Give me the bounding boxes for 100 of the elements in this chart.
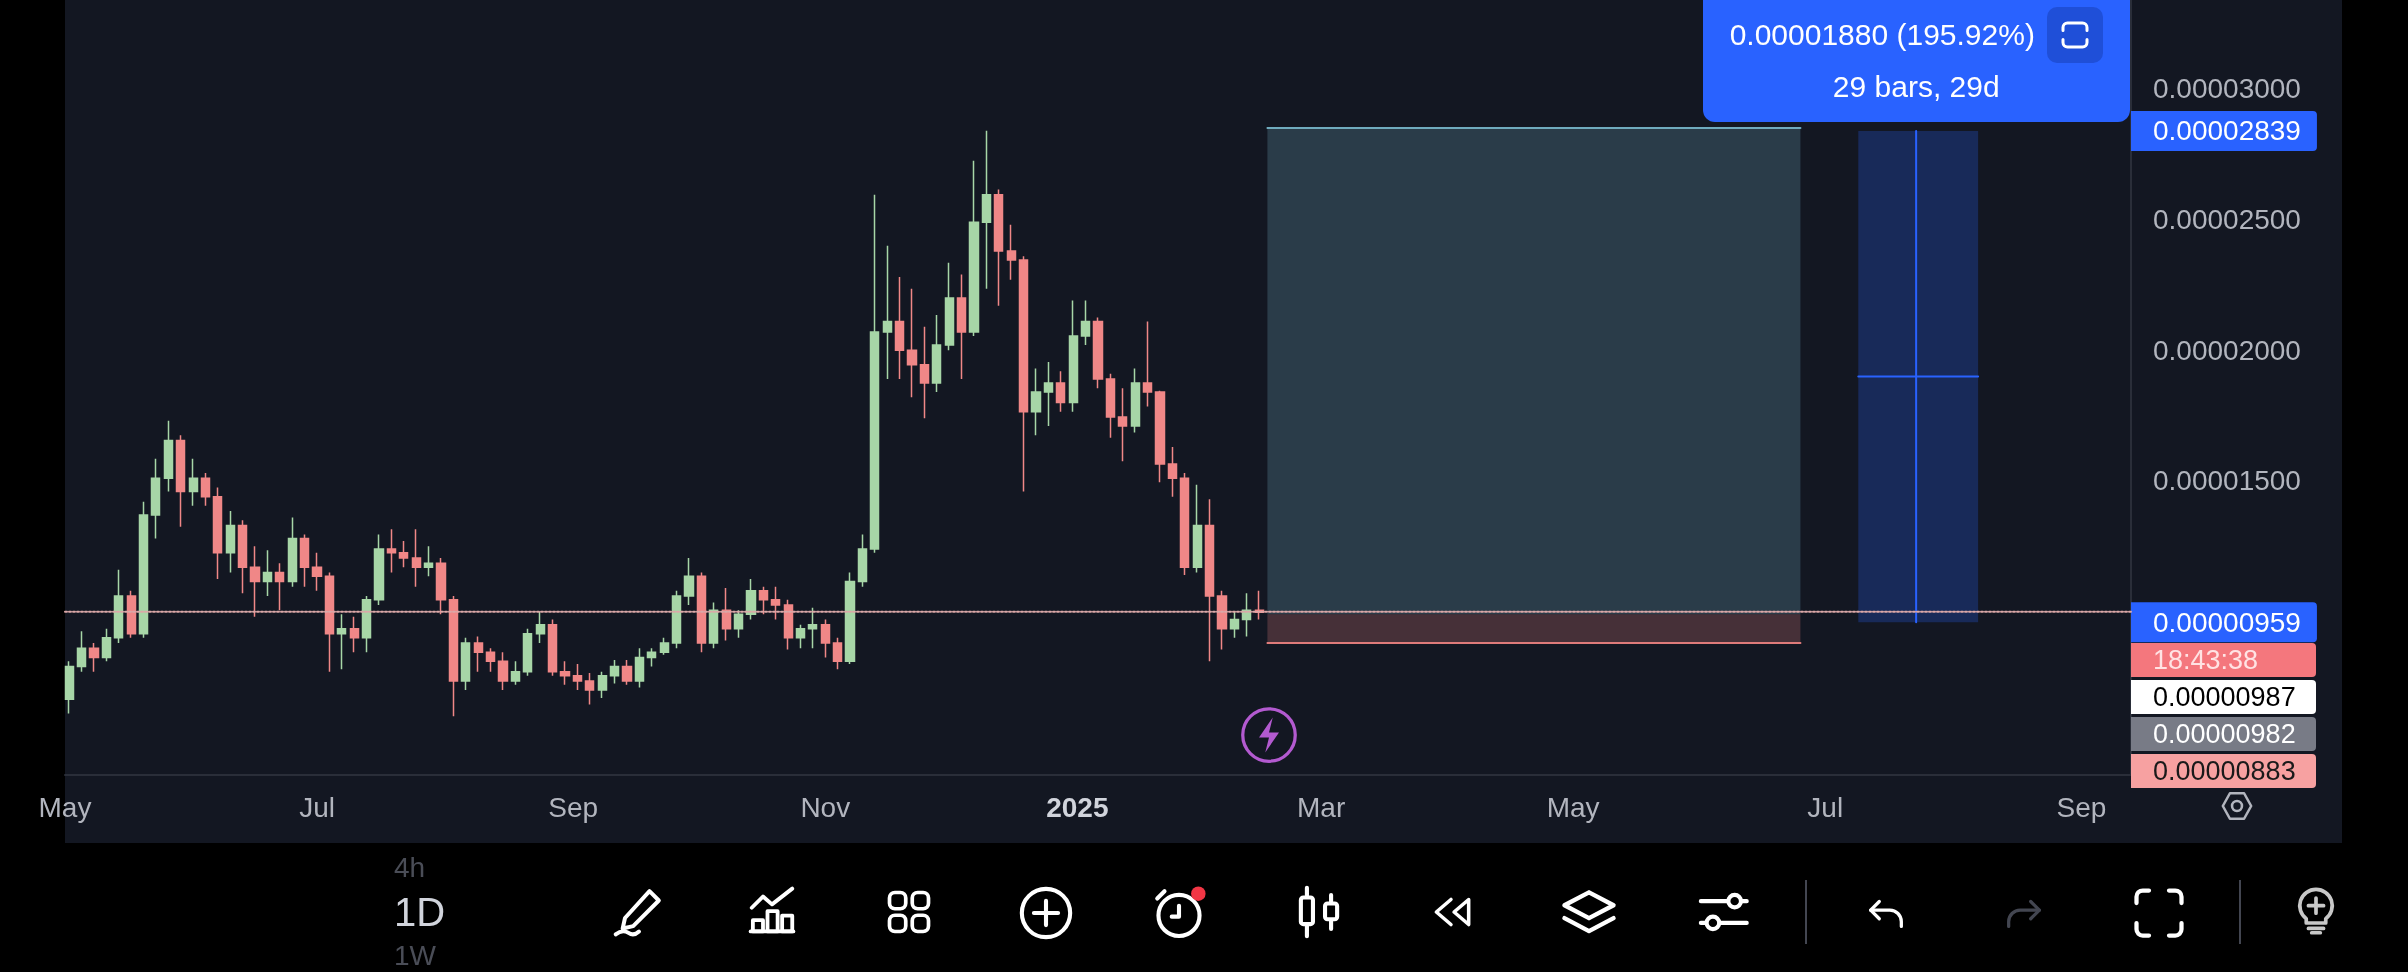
text: 1W: [394, 940, 436, 971]
candlestick: [597, 671, 608, 699]
candlestick: [299, 533, 310, 588]
text: 4h: [394, 852, 426, 883]
candlestick: [547, 618, 558, 677]
candlestick: [572, 663, 583, 691]
candlestick: [931, 314, 942, 393]
candlestick: [1092, 316, 1104, 389]
candlestick: [634, 647, 645, 689]
candlestick: [783, 599, 794, 651]
candlestick: [163, 420, 174, 493]
candlestick: [1229, 610, 1240, 639]
candlestick: [1006, 224, 1017, 281]
candlestick: [287, 516, 298, 588]
x-tick-label: Mar: [1297, 791, 1346, 823]
candlestick: [1142, 320, 1153, 408]
candlestick: [64, 660, 75, 715]
candlestick: [683, 557, 695, 606]
candlestick: [671, 589, 682, 649]
candlestick: [535, 610, 546, 644]
candlestick: [993, 188, 1004, 307]
text: 18:43:38: [2131, 643, 2316, 678]
y-tick-label: 0.00003000: [2153, 73, 2301, 105]
candlestick: [857, 533, 868, 588]
candlestick: [621, 659, 633, 686]
candlestick: [832, 637, 843, 670]
candlestick: [1179, 472, 1190, 576]
candlestick: [559, 660, 571, 686]
y-tick-label: 0.00002000: [2153, 334, 2301, 366]
candlestick: [708, 601, 719, 649]
candlestick: [311, 552, 323, 592]
candlestick: [497, 651, 509, 691]
x-tick-label: 2025: [1046, 791, 1109, 823]
candlestick: [869, 193, 880, 554]
candlestick: [386, 528, 397, 574]
candlestick: [894, 276, 905, 380]
text: 0.00000883: [2131, 754, 2316, 789]
candlestick: [944, 261, 955, 351]
candlestick: [1130, 367, 1141, 434]
candlestick: [721, 587, 732, 642]
candlestick: [88, 642, 100, 673]
candlestick: [336, 613, 347, 670]
y-tick-label: 0.00002500: [2153, 204, 2301, 236]
candlestick: [212, 486, 223, 580]
candlestick: [373, 533, 385, 606]
candlestick: [361, 595, 372, 653]
candlestick: [1154, 390, 1166, 483]
candlestick: [919, 325, 930, 419]
text: 0.00000987: [2131, 680, 2316, 715]
candlestick: [1204, 498, 1215, 663]
candlestick: [795, 623, 806, 649]
candlestick: [225, 510, 236, 574]
candlestick: [460, 637, 471, 691]
candlestick: [448, 595, 459, 717]
candlestick: [906, 288, 918, 399]
candlestick: [758, 586, 769, 615]
x-tick-label: May: [38, 791, 92, 823]
candlestick: [435, 557, 447, 615]
candlestick: [398, 540, 409, 568]
candlestick: [1068, 299, 1079, 413]
candlestick: [981, 129, 992, 290]
candlestick: [1117, 387, 1128, 463]
candlestick: [1105, 373, 1116, 439]
candlestick: [262, 549, 273, 597]
candlestick: [200, 472, 211, 507]
candlestick: [956, 273, 967, 380]
candlestick: [411, 528, 422, 588]
candlestick: [237, 519, 248, 595]
candlestick: [820, 618, 831, 659]
candlestick: [101, 627, 112, 663]
candlestick: [175, 434, 186, 528]
candlestick: [733, 609, 744, 639]
candlestick: [882, 244, 893, 380]
candlestick: [1167, 446, 1178, 498]
candlestick: [249, 545, 261, 618]
candlestick: [696, 571, 707, 653]
x-tick-label: Jul: [1807, 791, 1844, 823]
candlestick: [1030, 367, 1042, 436]
candlestick: [113, 569, 124, 644]
candlestick: [1043, 361, 1054, 427]
y-tick-label: 0.00001500: [2153, 465, 2301, 497]
candlestick: [1216, 589, 1228, 651]
candlestick: [844, 571, 856, 665]
candlestick: [522, 627, 533, 677]
candlestick: [646, 647, 657, 668]
callout: 0.00001880 (195.92%) 29 bars, 29d: [1702, 0, 2130, 122]
candlestick: [138, 501, 149, 639]
x-tick-label: Nov: [800, 791, 851, 823]
x-tick-label: Sep: [548, 791, 599, 823]
candlestick: [584, 672, 595, 706]
candlestick: [1018, 255, 1029, 493]
annotation: 0.00001880 (195.92%): [1729, 16, 2035, 53]
candlestick: [274, 562, 285, 612]
candlestick: [188, 457, 199, 507]
candlestick: [770, 586, 781, 621]
candlestick: [485, 647, 496, 673]
candlestick: [324, 571, 335, 673]
candlestick: [126, 589, 137, 639]
candlestick: [968, 160, 980, 337]
x-tick-label: Jul: [299, 791, 335, 823]
